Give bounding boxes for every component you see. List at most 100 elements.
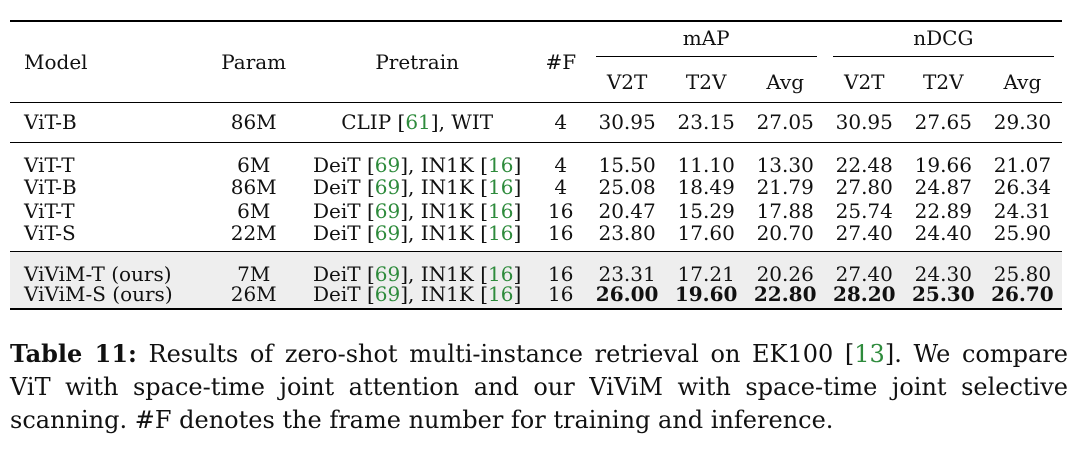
header-sub-map-t2v: T2V [685,69,727,94]
cell-model: ViT-T [24,152,75,177]
pretrain-text: ] [513,261,522,286]
table-row: ViViM-T (ours) 7M DeiT [69], IN1K [16] 16 23… [10,251,1062,284]
cell-model: ViT-S [24,220,76,245]
cell-ndcg-avg: 24.31 [993,198,1052,223]
header-map-group: mAP [588,21,825,62]
header-model: Model [24,49,88,74]
cell-map-avg: 17.88 [756,198,814,223]
cell-ndcg-t2v: 19.66 [914,152,972,177]
cell-map-v2t: 23.80 [598,220,656,245]
cell-model: ViT-B [24,110,77,134]
cell-pretrain: DeiT [69], IN1K [16] [300,251,534,284]
table-row: ViT-T 6M DeiT [69], IN1K [16] 4 15.50 11.10 13… [10,142,1062,175]
cell-model: ViViM-T (ours) [24,261,172,286]
cell-map-avg: 20.26 [756,261,814,286]
cell-ndcg-t2v: 25.30 [911,281,975,306]
pretrain-citation: 61 [405,110,431,134]
header-frames: #F [545,49,577,74]
pretrain-text: DeiT [ [313,198,375,223]
cell-frames: 4 [554,110,568,134]
cell-pretrain: DeiT [69], IN1K [16] [300,142,534,175]
cell-ndcg-avg: 29.30 [993,110,1052,134]
cell-map-t2v: 18.49 [677,174,735,199]
pretrain-text: ], WIT [430,110,494,134]
cell-ndcg-avg: 25.90 [993,220,1052,245]
pretrain-text: ] [513,152,522,177]
cell-map-v2t: 26.00 [595,281,659,306]
cell-pretrain: DeiT [69], IN1K [16] [300,175,534,199]
pretrain-text: ] [513,174,522,199]
cell-pretrain: DeiT [69], IN1K [16] [300,284,534,309]
cell-frames: 4 [554,174,568,199]
pretrain-text: ] [513,281,522,306]
pretrain-text: DeiT [ [313,174,375,199]
cell-ndcg-t2v: 27.65 [914,110,972,134]
cell-model: ViT-T [24,198,75,223]
pretrain-citation: 16 [488,261,514,286]
pretrain-text: ], IN1K [ [400,281,488,306]
cell-map-avg: 22.80 [753,281,817,306]
cell-frames: 16 [548,281,574,306]
pretrain-citation: 69 [374,220,401,245]
pretrain-text: DeiT [ [313,152,375,177]
header-ndcg-label: nDCG [832,28,1054,57]
pretrain-text: DeiT [ [313,281,375,306]
cell-ndcg-v2t: 28.20 [832,281,896,306]
row-group-vit: ViT-T 6M DeiT [69], IN1K [16] 4 15.50 11.10 13… [10,142,1062,251]
pretrain-text: ] [513,198,522,223]
cell-ndcg-avg: 26.70 [991,281,1054,306]
header-sub-map-avg: Avg [766,69,805,94]
table-header: Model Param Pretrain #F mAP nDCG V2T T2V… [10,21,1062,102]
cell-map-v2t: 20.47 [598,198,656,223]
header-ndcg-group: nDCG [825,21,1062,62]
cell-map-v2t: 30.95 [598,110,656,134]
cell-param: 6M [237,152,271,177]
cell-ndcg-t2v: 24.40 [914,220,972,245]
cell-map-avg: 21.79 [756,174,814,199]
cell-param: 6M [237,198,271,223]
cell-map-t2v: 23.15 [677,110,735,134]
pretrain-text: DeiT [ [313,261,375,286]
cell-ndcg-t2v: 24.30 [914,261,972,286]
pretrain-text: ], IN1K [ [400,261,488,286]
pretrain-text: ], IN1K [ [400,174,488,199]
pretrain-text: DeiT [ [313,220,375,245]
cell-ndcg-t2v: 22.89 [914,198,972,223]
cell-param: 86M [230,174,277,199]
cell-map-t2v: 17.21 [677,261,735,286]
pretrain-text: ], IN1K [ [400,198,488,223]
caption-text-before: Results of zero-shot multi-instance retr… [136,340,855,368]
cell-model: ViViM-S (ours) [24,281,173,306]
cell-param: 86M [230,110,277,134]
cell-frames: 16 [548,261,574,286]
header-map-label: mAP [595,28,817,57]
pretrain-citation: 69 [374,261,401,286]
header-sub-map-v2t: V2T [606,69,648,94]
cell-ndcg-v2t: 27.80 [835,174,893,199]
pretrain-citation: 16 [488,198,514,223]
cell-model: ViT-B [24,174,77,199]
cell-ndcg-v2t: 27.40 [835,261,893,286]
caption-text-after: ]. We compare ViT with space-time joint … [10,340,1068,434]
pretrain-citation: 69 [374,281,401,306]
cell-frames: 16 [548,198,574,223]
cell-param: 26M [230,281,277,306]
pretrain-citation: 16 [488,220,514,245]
header-sub-ndcg-avg: Avg [1003,69,1042,94]
cell-param: 7M [237,261,271,286]
row-group-vivim: ViViM-T (ours) 7M DeiT [69], IN1K [16] 16 23… [10,251,1062,309]
cell-map-avg: 13.30 [756,152,814,177]
cell-map-t2v: 17.60 [677,220,735,245]
cell-ndcg-avg: 25.80 [993,261,1052,286]
cell-pretrain: CLIP [61], WIT [300,102,534,142]
cell-ndcg-avg: 26.34 [993,174,1052,199]
cell-map-v2t: 15.50 [598,152,656,177]
caption-label: Table 11: [10,339,137,368]
cell-ndcg-avg: 21.07 [993,152,1052,177]
cell-map-avg: 27.05 [756,110,814,134]
caption-citation: 13 [854,340,885,368]
results-table: Model Param Pretrain #F mAP nDCG V2T T2V… [10,20,1062,310]
cell-frames: 4 [554,152,568,177]
header-pretrain: Pretrain [375,49,459,74]
